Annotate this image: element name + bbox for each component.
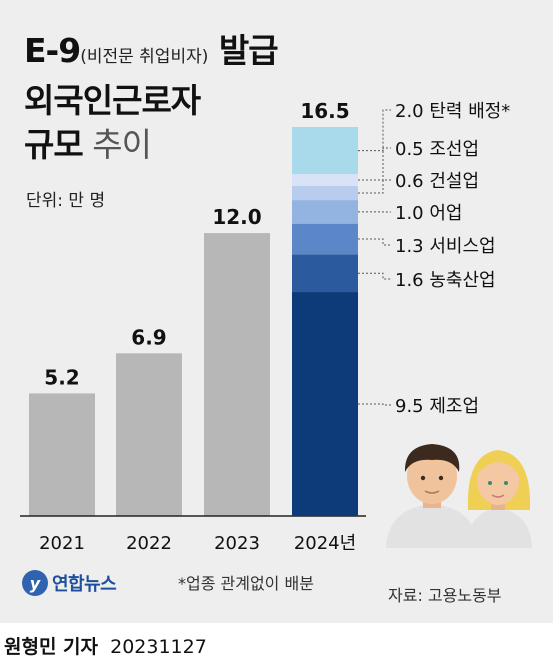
leader-line-6: [358, 109, 391, 152]
reporter-credit: 원형민 기자 20231127: [4, 632, 207, 659]
title-line-1: E-9(비전문 취업비자) 발급: [24, 30, 279, 78]
segment-label-4: 0.6 건설업: [395, 171, 479, 192]
title-scale: 규모: [24, 125, 84, 164]
stack-segment-1: [292, 254, 358, 293]
bar-2022: [116, 353, 182, 516]
unit-label: 단위: 만 명: [26, 191, 106, 211]
value-label-2024년: 16.5: [300, 99, 349, 123]
leader-line-2: [358, 238, 391, 246]
leader-line-5: [358, 147, 391, 181]
title-line-2: 외국인근로자: [24, 81, 201, 120]
segment-label-6: 2.0 탄력 배정*: [395, 101, 510, 122]
logo-text: 연합뉴스: [52, 574, 117, 595]
title-visa-description: (비전문 취업비자): [80, 47, 209, 67]
value-label-2022: 6.9: [131, 325, 166, 349]
value-label-2021: 5.2: [44, 365, 79, 389]
reporter-date: 20231127: [110, 636, 207, 658]
yonhap-logo: y 연합뉴스: [22, 570, 117, 596]
woman-icon: [466, 450, 532, 548]
stack-segment-2: [292, 223, 358, 255]
stack-group: 9.5 제조업 1.6 농축산업 1.3 서비스업 1.0 어업 0.6 건설업 0.5 …: [292, 101, 510, 516]
bar-2023: [204, 233, 270, 516]
bars-group: 5.2 2021 6.9 2022 12.0 2023 16.5 2024년: [20, 99, 366, 554]
leader-line-4: [358, 179, 391, 194]
category-label-2023: 2023: [214, 533, 260, 554]
segment-label-1: 1.6 농축산업: [395, 270, 496, 291]
reporter-name: 원형민 기자: [4, 636, 99, 658]
category-label-2022: 2022: [126, 533, 172, 554]
value-label-2023: 12.0: [212, 205, 261, 229]
stack-segment-4: [292, 185, 358, 201]
bar-chart: 5.2 2021 6.9 2022 12.0 2023 16.5 2024년 9.5 제조업 1…: [20, 99, 532, 554]
segment-label-3: 1.0 어업: [395, 203, 462, 224]
leader-line-0: [358, 403, 391, 406]
leader-line-1: [358, 272, 391, 280]
segment-label-0: 9.5 제조업: [395, 396, 479, 417]
bar-2021: [29, 393, 95, 516]
segment-label-5: 0.5 조선업: [395, 139, 479, 160]
stack-segment-0: [292, 292, 358, 516]
stack-segment-6: [292, 127, 358, 175]
people-illustration: [386, 444, 532, 548]
title-trend: 추이: [82, 125, 152, 164]
stack-segment-3: [292, 200, 358, 224]
stack-segment-5: [292, 174, 358, 186]
category-label-2024년: 2024년: [294, 533, 356, 554]
title-visa-code: E-9: [24, 31, 81, 70]
segment-label-2: 1.3 서비스업: [395, 236, 496, 257]
category-label-2021: 2021: [39, 533, 85, 554]
footnote: *업종 관계없이 배분: [178, 574, 314, 593]
title-issuance: 발급: [208, 31, 279, 70]
source-note: 자료: 고용노동부: [388, 586, 502, 605]
title-line-3: 규모 추이: [24, 124, 152, 166]
man-icon: [386, 444, 478, 548]
logo-mark: y: [22, 570, 48, 596]
